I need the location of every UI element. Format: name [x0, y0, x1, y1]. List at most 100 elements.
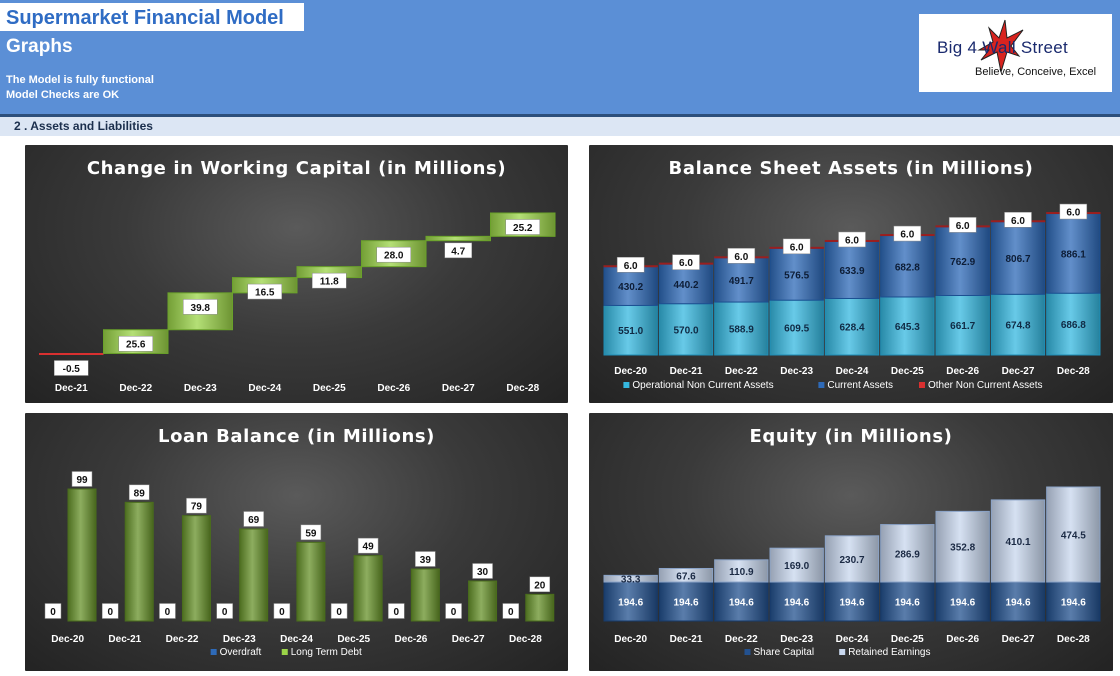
- share-capital-bar: [990, 581, 1046, 622]
- data-label-box: [118, 335, 153, 352]
- legend-swatch: [210, 649, 217, 655]
- x-tick-label: Dec-26: [377, 383, 410, 394]
- legend-swatch: [839, 649, 846, 655]
- x-tick-label: Dec-23: [223, 634, 256, 645]
- data-label-box: [838, 231, 866, 248]
- data-label-box: [183, 299, 218, 315]
- model-status-functional: The Model is fully functional: [6, 74, 154, 86]
- data-label-box: [300, 524, 322, 541]
- equity-chart: Equity (in Millions) 194.6 33.3 Dec-20 194.6…: [603, 426, 1101, 658]
- data-label: 661.7: [950, 321, 975, 332]
- data-label-box: [101, 603, 119, 619]
- data-label: 67.6: [676, 571, 696, 582]
- loan-balance-panel: Loan Balance (in Millions) 0 99 Dec-20 0 89 De…: [25, 413, 568, 671]
- data-label: 628.4: [839, 323, 864, 334]
- logo-name: Big 4 Wall Street: [937, 38, 1069, 57]
- data-label-box: [948, 217, 977, 233]
- data-label: 6.0: [845, 235, 859, 246]
- legend-label: Other Non Current Assets: [928, 380, 1043, 391]
- data-label-box: [1059, 203, 1088, 220]
- data-label-box: [444, 242, 472, 259]
- x-tick-label: Dec-20: [614, 634, 647, 645]
- data-label: 230.7: [839, 555, 864, 566]
- data-label: 576.5: [784, 270, 809, 281]
- operational-non-current-assets-bar: [769, 299, 824, 356]
- data-label: 28.0: [384, 251, 404, 262]
- x-tick-label: Dec-28: [509, 634, 542, 645]
- data-label: 762.9: [950, 257, 975, 268]
- legend-label: Retained Earnings: [848, 647, 930, 658]
- x-tick-label: Dec-25: [891, 366, 924, 377]
- data-label: 440.2: [673, 280, 698, 291]
- x-tick-label: Dec-21: [670, 366, 703, 377]
- data-label-box: [727, 248, 756, 264]
- data-label: 194.6: [950, 598, 975, 609]
- data-label: 6.0: [624, 261, 638, 272]
- data-label: 194.6: [784, 598, 809, 609]
- data-label: 169.0: [784, 561, 809, 572]
- legend-label: Current Assets: [827, 380, 893, 391]
- data-label: 806.7: [1005, 254, 1030, 265]
- x-tick-label: Dec-23: [780, 366, 813, 377]
- chart-title: Change in Working Capital (in Millions): [87, 158, 506, 179]
- data-label-box: [502, 603, 520, 619]
- x-tick-label: Dec-21: [55, 383, 88, 394]
- x-tick-label: Dec-20: [614, 366, 647, 377]
- data-label-box: [1004, 212, 1032, 228]
- data-label: 674.8: [1005, 321, 1030, 332]
- data-label: 491.7: [729, 276, 754, 287]
- data-label: 20: [534, 580, 546, 591]
- data-label: 110.9: [729, 567, 754, 578]
- x-tick-label: Dec-22: [725, 634, 758, 645]
- data-label: 33.3: [621, 575, 641, 586]
- data-label: 79: [191, 502, 203, 513]
- long-term-debt-bar: [239, 528, 269, 622]
- data-label: 645.3: [895, 322, 920, 333]
- data-label: 570.0: [673, 325, 698, 336]
- working-capital-panel: Change in Working Capital (in Millions) -…: [25, 145, 568, 403]
- data-label: 0: [279, 607, 285, 618]
- data-label-box: [472, 563, 493, 579]
- operational-non-current-assets-bar: [658, 303, 714, 356]
- retained-earnings-bar: [990, 499, 1046, 583]
- data-label-box: [54, 360, 89, 376]
- x-tick-label: Dec-26: [946, 634, 979, 645]
- balance-sheet-assets-panel: Balance Sheet Assets (in Millions) 551.0 4…: [589, 145, 1113, 403]
- data-label: 0: [336, 607, 342, 618]
- long-term-debt-bar: [468, 580, 498, 622]
- data-label: 39.8: [191, 303, 211, 314]
- data-label: 25.6: [126, 340, 146, 351]
- current-assets-bar: [603, 266, 658, 306]
- x-tick-label: Dec-25: [313, 383, 346, 394]
- data-label: 194.6: [673, 598, 698, 609]
- data-label-box: [388, 603, 405, 619]
- data-label-box: [128, 484, 150, 501]
- data-label: 6.0: [956, 221, 970, 232]
- operational-non-current-assets-bar: [714, 301, 769, 356]
- retained-earnings-bar: [603, 574, 658, 583]
- data-label: 682.8: [895, 262, 920, 273]
- logo[interactable]: Big 4 Wall Street Believe, Conceive, Exc…: [919, 14, 1112, 92]
- data-label: 0: [451, 607, 457, 618]
- data-label-box: [672, 254, 700, 270]
- long-term-debt-bar: [67, 488, 97, 622]
- share-capital-bar: [769, 581, 824, 622]
- data-label: 25.2: [513, 223, 533, 234]
- working-capital-chart: Change in Working Capital (in Millions) -…: [39, 158, 556, 394]
- operational-non-current-assets-bar: [880, 296, 935, 356]
- x-tick-label: Dec-24: [836, 634, 869, 645]
- data-label: 194.6: [729, 598, 754, 609]
- data-label: 0: [394, 607, 400, 618]
- data-label: 430.2: [618, 282, 643, 293]
- data-label-box: [505, 219, 540, 235]
- balance-sheet-assets-chart: Balance Sheet Assets (in Millions) 551.0 4…: [603, 158, 1101, 391]
- x-tick-label: Dec-23: [184, 383, 217, 394]
- wc-bar: [39, 353, 104, 355]
- title-box: Supermarket Financial Model: [0, 3, 304, 31]
- data-label-box: [273, 603, 291, 619]
- x-tick-label: Dec-27: [1002, 366, 1035, 377]
- data-label: 474.5: [1061, 531, 1086, 542]
- data-label: 194.6: [839, 598, 864, 609]
- model-status-checks: Model Checks are OK: [6, 89, 120, 101]
- legend-swatch: [744, 649, 751, 655]
